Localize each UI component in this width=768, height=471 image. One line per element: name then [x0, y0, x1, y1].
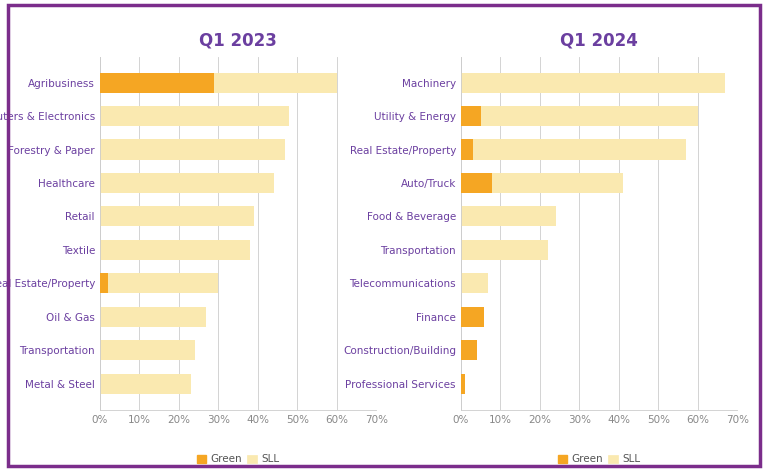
Bar: [100, 173, 273, 193]
Title: Q1 2024: Q1 2024: [560, 32, 638, 49]
Bar: [461, 374, 465, 394]
Title: Q1 2023: Q1 2023: [199, 32, 277, 49]
Bar: [100, 139, 286, 160]
Bar: [461, 139, 472, 160]
Bar: [461, 139, 686, 160]
Bar: [461, 307, 485, 327]
Bar: [100, 273, 108, 293]
Bar: [461, 374, 465, 394]
Bar: [100, 240, 250, 260]
Bar: [100, 340, 194, 360]
Legend: Green, SLL: Green, SLL: [193, 450, 283, 469]
Bar: [100, 307, 207, 327]
Bar: [100, 73, 214, 93]
Bar: [100, 374, 190, 394]
Bar: [100, 73, 337, 93]
Bar: [100, 206, 254, 227]
Bar: [461, 73, 726, 93]
Bar: [461, 340, 477, 360]
Bar: [461, 206, 555, 227]
Bar: [461, 106, 481, 126]
Bar: [100, 273, 218, 293]
Bar: [461, 173, 492, 193]
Bar: [100, 106, 290, 126]
Bar: [461, 173, 623, 193]
Bar: [461, 106, 698, 126]
Bar: [461, 240, 548, 260]
Bar: [461, 340, 477, 360]
Legend: Green, SLL: Green, SLL: [554, 450, 644, 469]
Bar: [461, 307, 485, 327]
Bar: [461, 273, 488, 293]
